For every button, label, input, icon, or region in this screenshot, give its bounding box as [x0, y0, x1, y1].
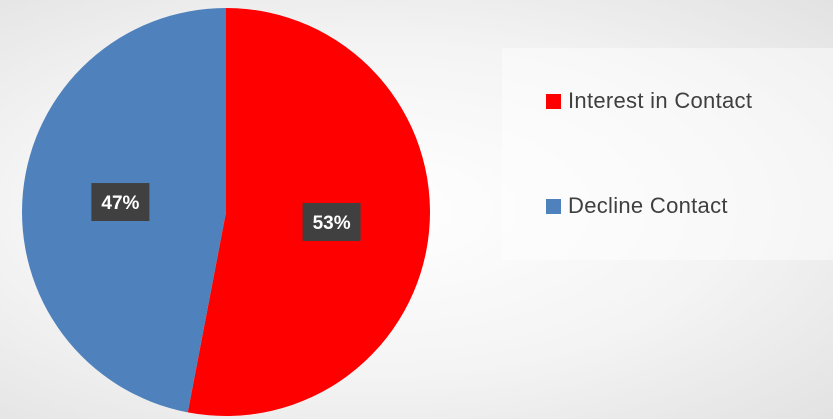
- data-label-box: [91, 183, 150, 222]
- data-label-box: [302, 202, 361, 241]
- chart-legend: Interest in Contact Decline Contact: [502, 48, 833, 260]
- data-label-text: 47%: [101, 193, 139, 214]
- legend-item-decline-contact: Decline Contact: [546, 193, 728, 219]
- legend-swatch-interest-in-contact: [546, 93, 561, 109]
- data-label-text: 53%: [313, 213, 351, 234]
- pie-data-labels: 53% 47%: [91, 183, 361, 241]
- pie-slices: [21, 8, 430, 416]
- legend-label-interest-in-contact: Interest in Contact: [568, 88, 753, 113]
- legend-item-interest-in-contact: Interest in Contact: [546, 88, 752, 114]
- data-label-decline-contact: 47%: [91, 183, 150, 222]
- legend-swatch-decline-contact: [546, 198, 561, 214]
- legend-label-decline-contact: Decline Contact: [568, 193, 728, 218]
- data-label-interest-in-contact: 53%: [302, 202, 361, 241]
